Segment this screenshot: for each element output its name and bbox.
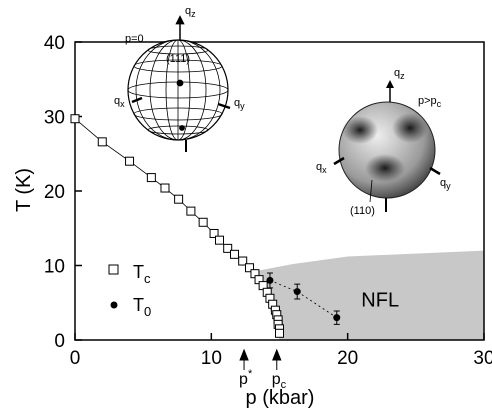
inset-sub: c bbox=[437, 99, 442, 109]
inset-label: p>pc bbox=[418, 95, 442, 109]
inset-text: q bbox=[114, 95, 120, 107]
inset-label: p=0 bbox=[125, 33, 144, 45]
data-point bbox=[333, 314, 341, 322]
inset-text: q bbox=[440, 177, 446, 189]
legend-sub: 0 bbox=[144, 304, 151, 319]
data-point bbox=[174, 194, 184, 204]
inset-label: qz bbox=[185, 5, 196, 19]
inset-label: qy bbox=[234, 97, 245, 111]
inset-label: qy bbox=[440, 177, 451, 191]
inset-sub: y bbox=[240, 101, 245, 111]
inset-text: q bbox=[316, 161, 322, 173]
legend-marker bbox=[108, 264, 119, 275]
inset-sub: x bbox=[120, 99, 125, 109]
inset-text: q bbox=[394, 67, 400, 79]
data-point bbox=[223, 243, 233, 253]
data-point bbox=[238, 256, 248, 266]
data-point bbox=[293, 288, 301, 296]
data-point bbox=[215, 235, 225, 245]
pressure-arrow bbox=[272, 348, 282, 370]
inset-label: (110) bbox=[350, 205, 375, 217]
inset-text: q bbox=[185, 5, 191, 17]
inset-label: qx bbox=[316, 161, 327, 175]
data-point bbox=[186, 206, 196, 216]
data-point bbox=[125, 156, 135, 166]
pressure-label: p* bbox=[239, 368, 253, 388]
series-line bbox=[74, 118, 280, 334]
data-point bbox=[230, 249, 240, 259]
data-point bbox=[160, 183, 170, 193]
inset-text: q bbox=[234, 97, 240, 109]
x-tick-label: 20 bbox=[337, 348, 358, 369]
y-tick-label: 10 bbox=[44, 257, 65, 278]
y-axis-label: T (K) bbox=[13, 168, 35, 212]
legend-sub: c bbox=[144, 271, 151, 286]
inset-label: qz bbox=[394, 67, 405, 81]
inset-text: p>p bbox=[418, 95, 437, 107]
y-tick-label: 20 bbox=[44, 182, 65, 203]
data-point bbox=[245, 263, 255, 273]
x-tick-label: 30 bbox=[473, 348, 492, 369]
x-tick-label: 0 bbox=[70, 348, 81, 369]
data-point bbox=[209, 228, 219, 238]
inset-sub: z bbox=[400, 71, 405, 81]
series-dotted-line bbox=[269, 280, 337, 318]
inset-sphere bbox=[333, 80, 441, 212]
y-tick-label: 0 bbox=[54, 331, 65, 352]
inset-label: (111) bbox=[166, 53, 190, 65]
y-tick-label: 30 bbox=[44, 108, 65, 129]
x-axis-label: p (kbar) bbox=[246, 387, 315, 409]
x-tick-label: 10 bbox=[201, 348, 222, 369]
pressure-label: pc bbox=[272, 371, 287, 391]
inset-sub: x bbox=[322, 165, 327, 175]
legend-label: Tc bbox=[133, 262, 151, 286]
legend-text: T bbox=[133, 262, 144, 282]
data-point bbox=[266, 276, 274, 284]
legend-marker bbox=[110, 301, 118, 309]
pressure-arrow bbox=[239, 348, 249, 370]
data-point bbox=[70, 114, 80, 124]
legend-text: T bbox=[133, 295, 144, 315]
pressure-sub: c bbox=[281, 379, 287, 391]
inset-globe bbox=[127, 15, 231, 152]
pressure-text: p bbox=[239, 371, 248, 388]
pressure-sup: * bbox=[248, 368, 253, 380]
nfl-region bbox=[257, 250, 484, 340]
inset-sub: z bbox=[191, 9, 196, 19]
data-point bbox=[275, 328, 284, 338]
data-point bbox=[97, 137, 107, 147]
legend-label: T0 bbox=[133, 295, 151, 319]
data-point bbox=[146, 173, 156, 183]
region-label: NFL bbox=[361, 289, 399, 311]
inset-sub: y bbox=[446, 181, 451, 191]
inset-label: qx bbox=[114, 95, 125, 109]
y-tick-label: 40 bbox=[44, 33, 65, 54]
pressure-text: p bbox=[272, 371, 281, 388]
data-point bbox=[198, 217, 208, 227]
